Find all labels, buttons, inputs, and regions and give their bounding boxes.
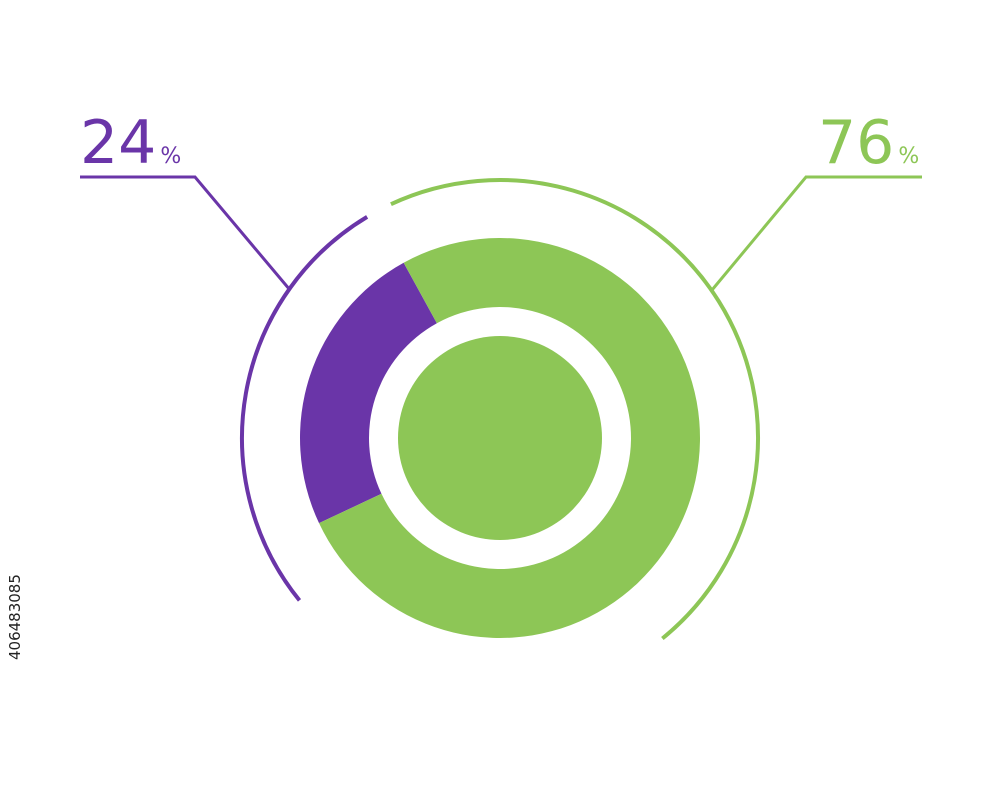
inner-disc [398,336,602,540]
value-label: 76% [818,108,919,178]
leader-line [710,175,922,291]
value-unit: % [898,144,919,169]
outer-arc [390,178,760,641]
outer-arc [240,215,369,602]
donut-slice [319,238,700,638]
leader-line [80,175,292,291]
value-label: 24% [80,108,181,178]
image-id: 406483085 [6,574,24,660]
value-unit: % [160,144,181,169]
donut-slice [300,262,437,524]
value-number: 76 [818,108,894,178]
value-number: 24 [80,108,156,178]
